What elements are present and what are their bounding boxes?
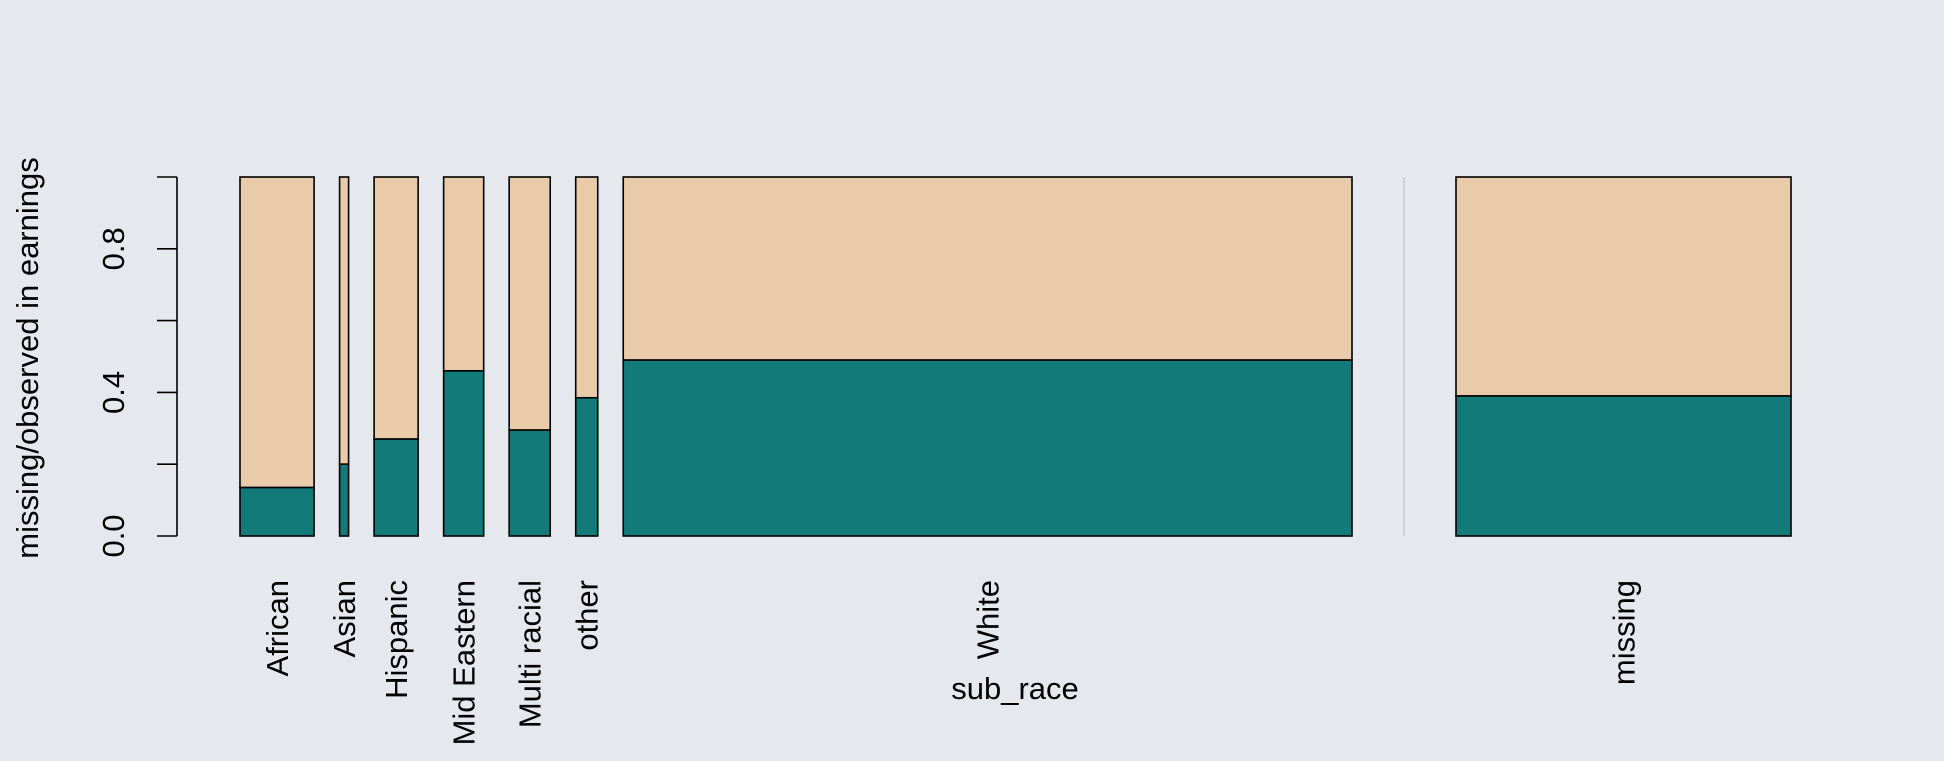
bar-upper-1 (338, 176, 350, 466)
bar-upper-2 (373, 176, 419, 440)
bar-upper-4 (508, 176, 552, 431)
x-tick-labels: African Asian Hispanic Mid Eastern Multi rac… (260, 580, 1641, 745)
y-tick-label: 0.4 (96, 371, 131, 414)
y-tick-label: 0.0 (96, 514, 131, 557)
x-tick-label: Mid Eastern (447, 580, 482, 745)
bar-upper-5 (574, 176, 599, 399)
x-tick-label: White (971, 580, 1006, 659)
x-tick-label: African (260, 580, 295, 676)
y-tick-label: 0.8 (96, 227, 131, 270)
bar-upper-3 (442, 176, 485, 372)
x-tick-label: Asian (327, 580, 362, 658)
bar-lower-4 (508, 429, 552, 537)
bar-upper-0 (239, 176, 315, 489)
x-tick-label: Hispanic (379, 580, 414, 699)
bars-group (239, 176, 1792, 537)
bar-lower-0 (239, 486, 315, 537)
x-axis-label: sub_race (951, 671, 1079, 706)
x-tick-label: Multi racial (513, 580, 548, 728)
bar-upper-6 (622, 176, 1353, 361)
bar-lower-7 (1455, 395, 1792, 537)
bar-lower-2 (373, 438, 419, 537)
y-axis-label: missing/observed in earnings (10, 157, 45, 559)
x-tick-label: other (570, 580, 605, 651)
bar-upper-7 (1455, 176, 1792, 397)
bar-lower-1 (338, 463, 350, 537)
bar-lower-3 (442, 370, 485, 537)
y-axis: 0.0 0.4 0.8 (96, 176, 178, 558)
bar-lower-5 (574, 396, 599, 537)
bar-lower-6 (622, 359, 1353, 537)
x-tick-label: missing (1607, 580, 1642, 685)
